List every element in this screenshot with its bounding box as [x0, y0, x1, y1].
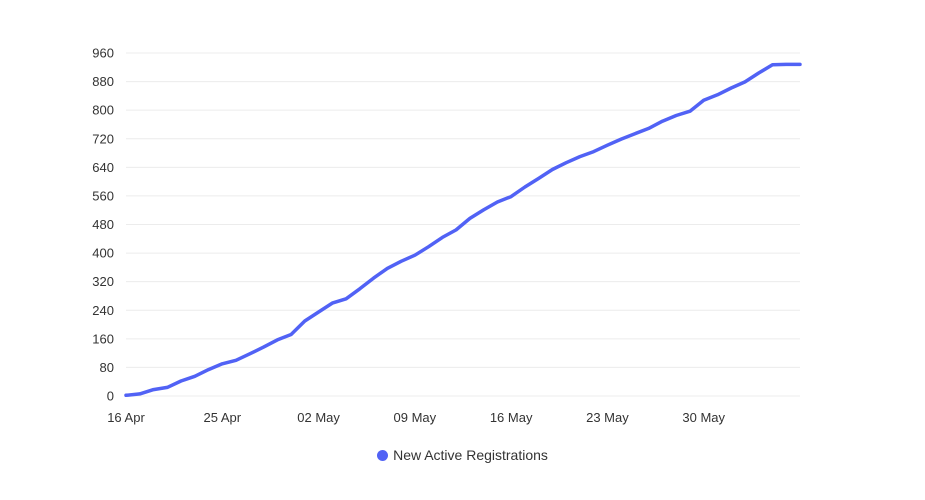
data-point[interactable] — [411, 251, 419, 259]
data-point[interactable] — [273, 336, 281, 344]
data-point[interactable] — [507, 193, 515, 201]
data-point[interactable] — [796, 60, 804, 68]
legend[interactable]: New Active Registrations — [0, 447, 925, 463]
data-point[interactable] — [562, 159, 570, 167]
data-point[interactable] — [493, 198, 501, 206]
data-point[interactable] — [287, 331, 295, 339]
data-point[interactable] — [232, 356, 240, 364]
data-point[interactable] — [755, 69, 763, 77]
data-point[interactable] — [163, 383, 171, 391]
data-point[interactable] — [191, 372, 199, 380]
data-point[interactable] — [700, 96, 708, 104]
data-point[interactable] — [521, 183, 529, 191]
data-point[interactable] — [205, 366, 213, 374]
y-tick-label: 800 — [92, 103, 114, 118]
data-point[interactable] — [397, 257, 405, 265]
data-point[interactable] — [122, 391, 130, 399]
y-tick-label: 0 — [107, 389, 114, 404]
y-tick-label: 400 — [92, 246, 114, 261]
y-tick-label: 480 — [92, 217, 114, 232]
data-point[interactable] — [672, 112, 680, 120]
data-point[interactable] — [356, 285, 364, 293]
data-point[interactable] — [466, 214, 474, 222]
y-tick-label: 720 — [92, 131, 114, 146]
data-point[interactable] — [782, 60, 790, 68]
data-point[interactable] — [631, 130, 639, 138]
x-tick-label: 16 May — [490, 410, 533, 425]
data-point[interactable] — [315, 308, 323, 316]
data-point[interactable] — [438, 233, 446, 241]
data-point[interactable] — [590, 148, 598, 156]
y-axis-ticks: 0 80 160 240 320 400 480 560 640 720 800 880 960 — [92, 46, 114, 404]
data-point[interactable] — [603, 141, 611, 149]
data-point[interactable] — [535, 174, 543, 182]
data-point[interactable] — [370, 274, 378, 282]
data-point[interactable] — [383, 264, 391, 272]
data-point[interactable] — [425, 243, 433, 251]
data-point[interactable] — [246, 350, 254, 358]
data-point[interactable] — [686, 107, 694, 115]
data-point[interactable] — [177, 377, 185, 385]
data-point[interactable] — [576, 153, 584, 161]
x-axis-ticks: 16 Apr 25 Apr 02 May 09 May 16 May 23 May 30 M… — [107, 410, 725, 425]
data-point[interactable] — [301, 317, 309, 325]
y-tick-label: 240 — [92, 303, 114, 318]
data-point[interactable] — [480, 206, 488, 214]
data-point[interactable] — [548, 166, 556, 174]
data-point[interactable] — [260, 343, 268, 351]
grid-lines — [126, 52, 800, 397]
y-tick-label: 880 — [92, 74, 114, 89]
data-point[interactable] — [150, 386, 158, 394]
y-tick-label: 960 — [92, 46, 114, 61]
data-point[interactable] — [342, 295, 350, 303]
x-tick-label: 02 May — [297, 410, 340, 425]
y-tick-label: 640 — [92, 160, 114, 175]
x-tick-label: 23 May — [586, 410, 629, 425]
data-point[interactable] — [617, 135, 625, 143]
y-tick-label: 560 — [92, 188, 114, 203]
data-point[interactable] — [645, 124, 653, 132]
data-point[interactable] — [741, 78, 749, 86]
x-tick-label: 16 Apr — [107, 410, 145, 425]
y-tick-label: 80 — [100, 360, 114, 375]
data-point[interactable] — [714, 91, 722, 99]
series-layer — [122, 60, 804, 399]
y-tick-label: 320 — [92, 274, 114, 289]
data-point[interactable] — [218, 360, 226, 368]
data-point[interactable] — [328, 299, 336, 307]
data-point[interactable] — [727, 84, 735, 92]
series-line-new-active-registrations[interactable] — [124, 62, 802, 398]
y-tick-label: 160 — [92, 331, 114, 346]
x-tick-label: 09 May — [394, 410, 437, 425]
data-point[interactable] — [452, 226, 460, 234]
x-tick-label: 30 May — [682, 410, 725, 425]
data-point[interactable] — [658, 117, 666, 125]
legend-marker — [377, 449, 389, 461]
x-tick-label: 25 Apr — [203, 410, 241, 425]
legend-label: New Active Registrations — [393, 447, 548, 463]
data-point[interactable] — [769, 61, 777, 69]
data-point[interactable] — [136, 390, 144, 398]
